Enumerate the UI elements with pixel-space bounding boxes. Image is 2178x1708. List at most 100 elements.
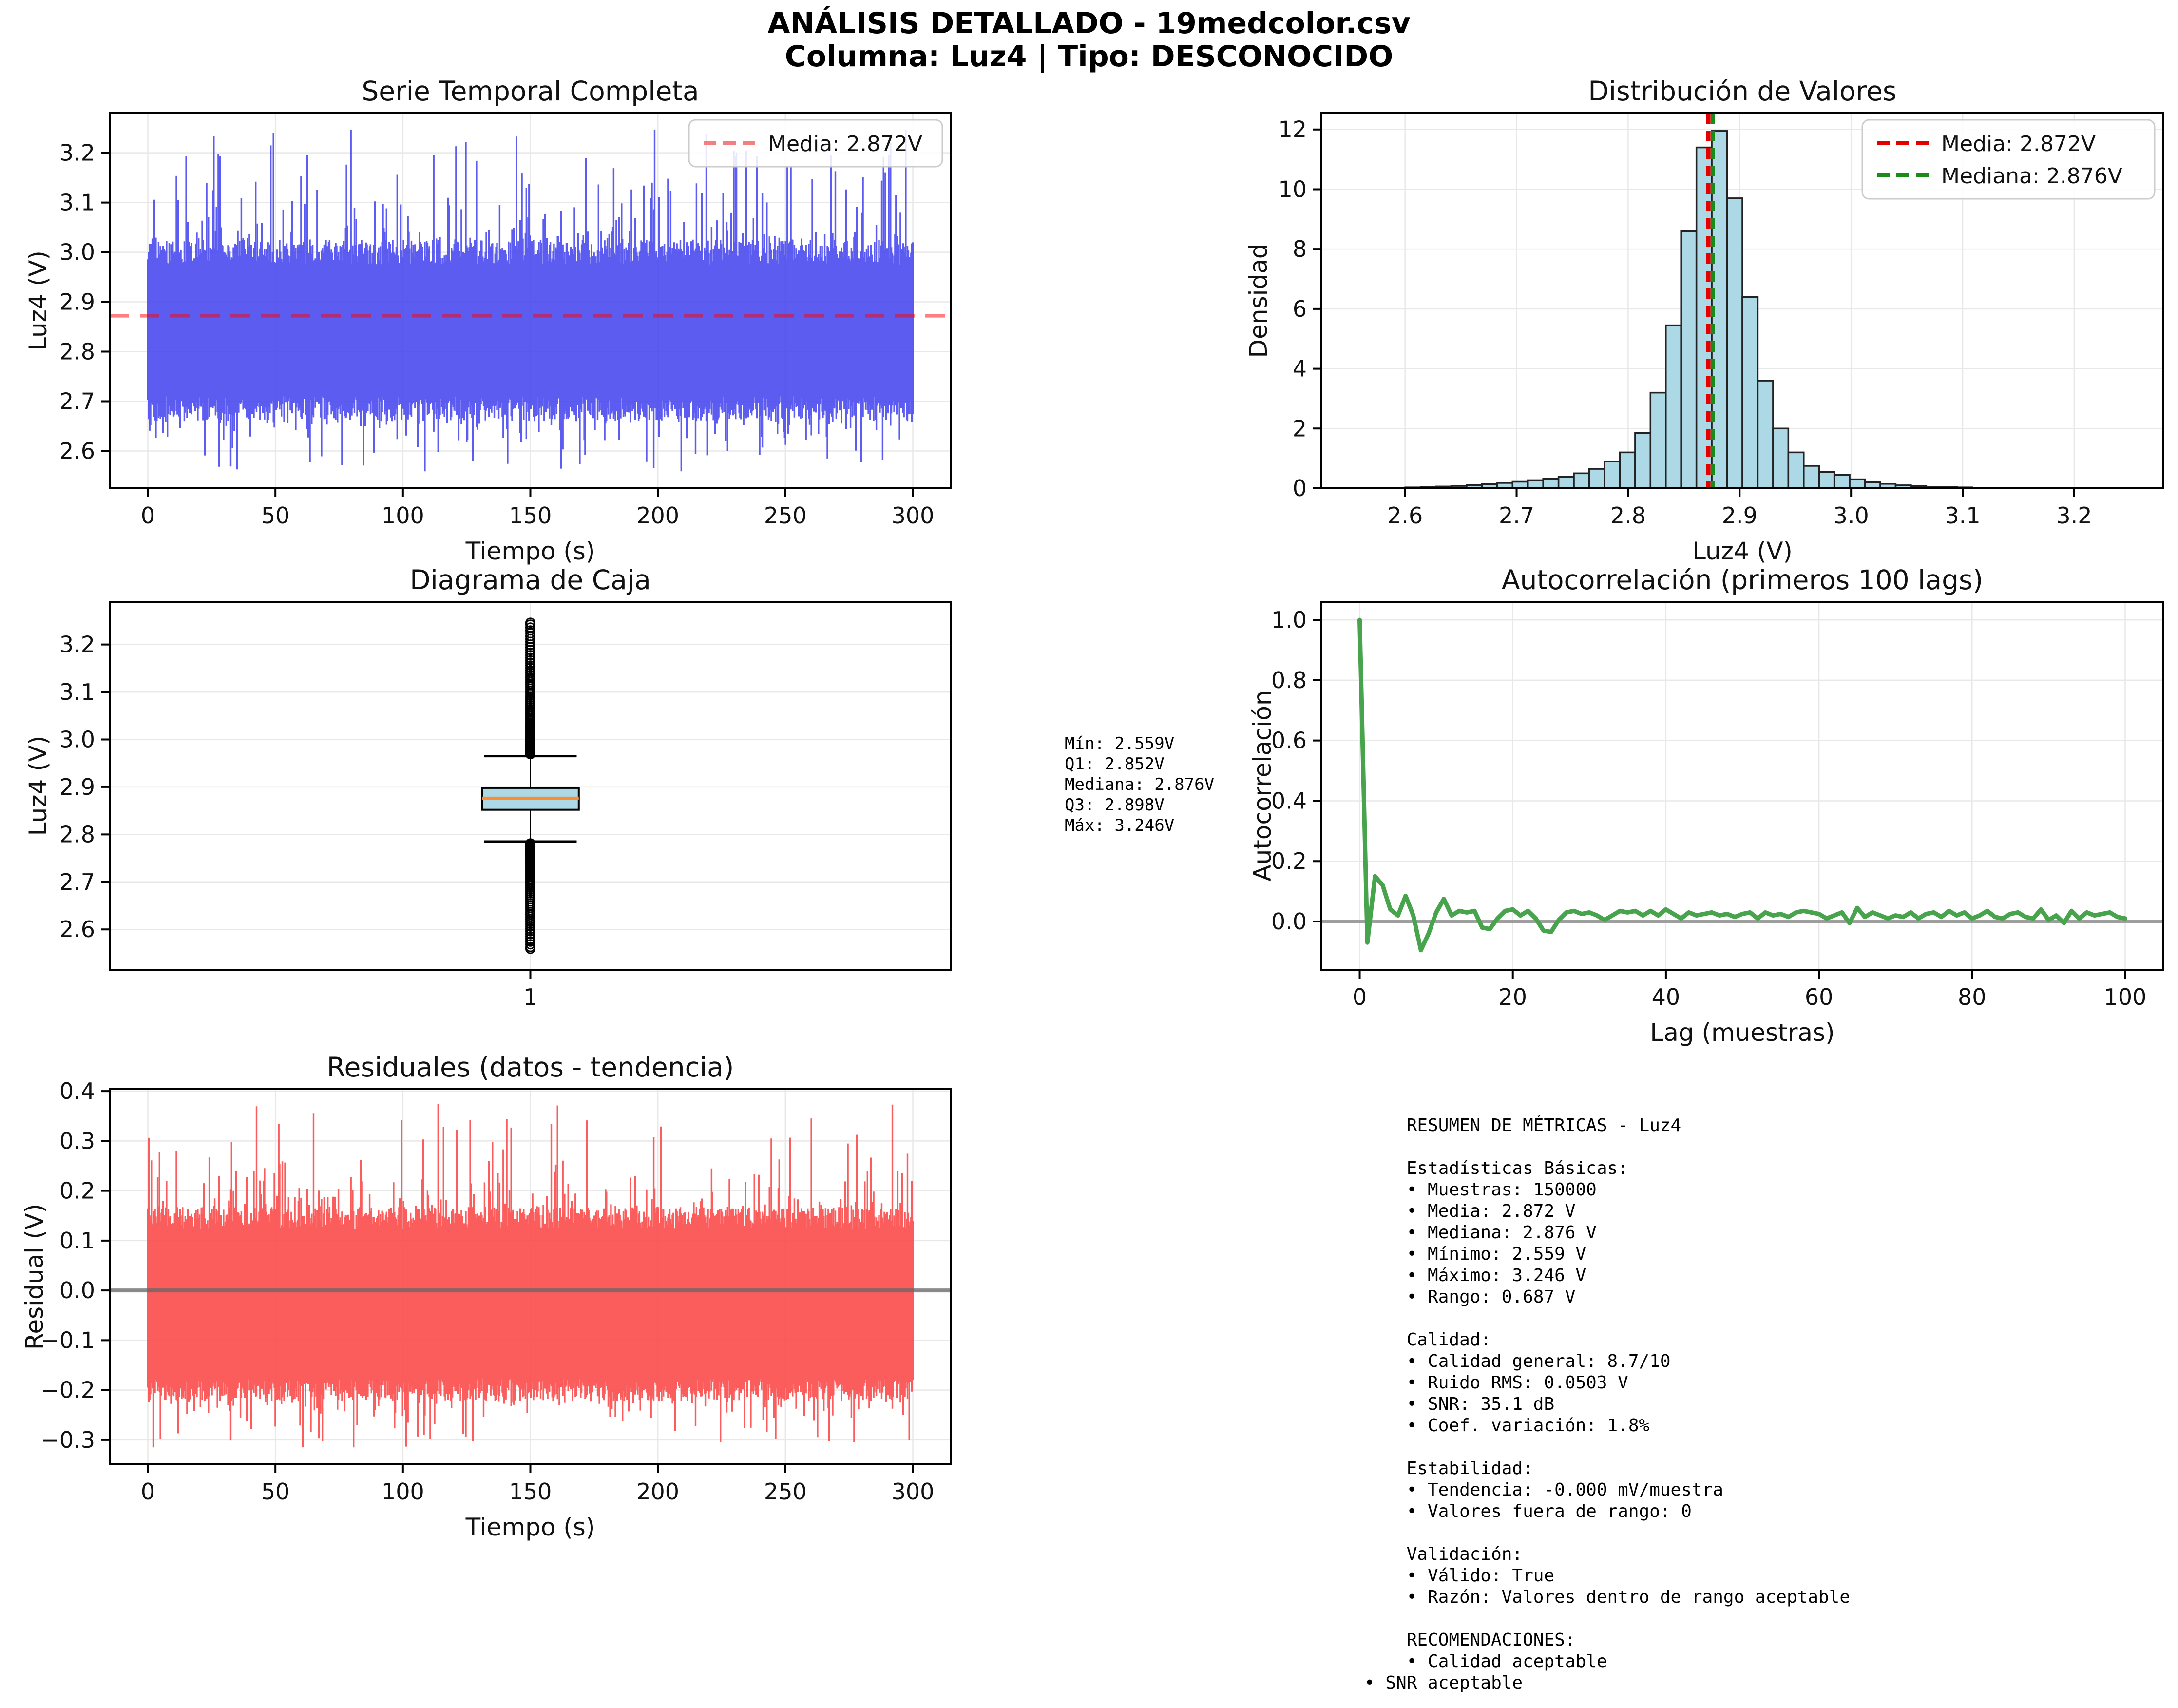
- y-tick-label: −0.3: [40, 1427, 95, 1453]
- figure-title-line2: Columna: Luz4 | Tipo: DESCONOCIDO: [784, 39, 1394, 74]
- y-tick-label: 0.4: [59, 1078, 95, 1104]
- boxplot-chart: 1 2.6 2.7 2.8 2.9 3.0 3.1 3.2 Diagrama de Caja Lu…: [24, 564, 952, 1010]
- axes-frame: [1320, 112, 2164, 489]
- y-tick-label: 2.6: [59, 438, 95, 464]
- x-tick-label: 3.1: [1945, 502, 1980, 529]
- x-tick-label: 300: [892, 1478, 935, 1505]
- y-tick-label: 12: [1278, 116, 1307, 143]
- y-tick-label: 0.0: [1271, 908, 1307, 935]
- x-tick-label: 100: [2104, 984, 2147, 1010]
- y-tick-label: 0.2: [59, 1178, 95, 1204]
- y-tick-label: 2.7: [59, 869, 95, 895]
- x-tick-label: 2.9: [1722, 502, 1758, 529]
- x-tick-label: 0: [141, 502, 155, 529]
- timeseries-chart: 0 50 100 150 200 250 300 2.6 2.7 2.8 2.9 3.0 3.1 3.2 S…: [24, 76, 952, 565]
- chart-title: Distribución de Valores: [1588, 76, 1896, 107]
- chart-title: Residuales (datos - tendencia): [327, 1052, 734, 1083]
- x-axis-label: Tiempo (s): [465, 537, 595, 565]
- y-tick-label: 6: [1293, 296, 1307, 322]
- axes-frame: [1320, 601, 2164, 971]
- y-tick-label: 0.0: [59, 1277, 95, 1304]
- y-tick-label: 0.3: [59, 1128, 95, 1154]
- y-tick-label: 0: [1293, 475, 1307, 501]
- y-axis-label: Densidad: [1244, 243, 1273, 358]
- y-axis-label: Luz4 (V): [24, 250, 52, 351]
- y-axis-label: Luz4 (V): [24, 736, 52, 836]
- x-tick-label: 150: [509, 1478, 552, 1505]
- legend-label: Media: 2.872V: [768, 132, 922, 156]
- chart-title: Autocorrelación (primeros 100 lags): [1502, 564, 1983, 595]
- x-tick-label: 20: [1498, 984, 1527, 1010]
- luz4-signal: [147, 130, 914, 472]
- y-tick-label: 2.7: [59, 388, 95, 415]
- y-tick-label: 0.4: [1271, 787, 1307, 814]
- y-tick-label: 3.0: [59, 239, 95, 266]
- legend: Media: 2.872V: [688, 119, 943, 168]
- y-axis-label: Residual (V): [20, 1204, 49, 1350]
- chart-title: Diagrama de Caja: [410, 564, 651, 595]
- y-tick-label: 3.2: [59, 140, 95, 166]
- x-tick-label: 200: [636, 502, 679, 529]
- y-tick-label: 8: [1293, 236, 1307, 262]
- x-tick-label: 80: [1958, 984, 1987, 1010]
- x-tick-label: 50: [261, 1478, 290, 1505]
- y-tick-label: 2.8: [59, 821, 95, 847]
- x-tick-label: 250: [764, 1478, 807, 1505]
- axis-ticks: 1 2.6 2.7 2.8 2.9 3.0 3.1 3.2: [59, 632, 537, 1010]
- y-tick-label: 2.8: [59, 339, 95, 365]
- x-tick-label: 250: [764, 502, 807, 529]
- figure-title: ANÁLISIS DETALLADO - 19medcolor.csv Colu…: [0, 7, 2178, 73]
- x-tick-label: 100: [382, 502, 424, 529]
- axis-ticks: 0 20 40 60 80 100 0.0 0.2 0.4 0.6 0.8 1.0: [1271, 607, 2147, 1010]
- y-tick-label: 3.1: [59, 679, 95, 705]
- acf-line: [1357, 617, 2127, 953]
- y-tick-label: 3.1: [59, 190, 95, 216]
- x-tick-label: 50: [261, 502, 290, 529]
- x-tick-label: 40: [1652, 984, 1681, 1010]
- figure-title-line1: ANÁLISIS DETALLADO - 19medcolor.csv: [767, 6, 1411, 40]
- x-tick-label: 3.0: [1834, 502, 1869, 529]
- legend-label: Mediana: 2.876V: [1941, 164, 2122, 189]
- y-tick-label: 10: [1278, 176, 1307, 202]
- y-tick-label: 0.8: [1271, 667, 1307, 693]
- residual-signal: [147, 1104, 914, 1448]
- x-tick-label: 200: [636, 1478, 679, 1505]
- y-tick-label: 2.9: [59, 289, 95, 315]
- legend: Media: 2.872V Mediana: 2.876V: [1861, 119, 2156, 200]
- x-axis-label: Tiempo (s): [465, 1513, 595, 1541]
- legend-label: Media: 2.872V: [1941, 132, 2096, 156]
- y-tick-label: −0.2: [40, 1377, 95, 1403]
- y-tick-label: 2.9: [59, 774, 95, 800]
- x-tick-label: 0: [141, 1478, 155, 1505]
- box-and-whiskers: [481, 755, 580, 843]
- outliers: [525, 617, 535, 954]
- y-tick-label: −0.1: [40, 1327, 95, 1353]
- histogram-chart: 2.6 2.7 2.8 2.9 3.0 3.1 3.2 0 2 4 6 8 10 12 Distribuci…: [1244, 76, 2164, 565]
- axis-ticks: 0 50 100 150 200 250 300 −0.3 −0.2 −0.1 0.0 0.1 0.2 0…: [40, 1078, 934, 1505]
- x-tick-label: 60: [1805, 984, 1834, 1010]
- x-tick-label: 150: [509, 502, 552, 529]
- axis-ticks: 2.6 2.7 2.8 2.9 3.0 3.1 3.2 0 2 4 6 8 10 12: [1278, 116, 2092, 529]
- x-axis-label: Luz4 (V): [1692, 537, 1793, 565]
- axis-ticks: 0 50 100 150 200 250 300 2.6 2.7 2.8 2.9 3.0 3.1 3.2: [59, 140, 935, 529]
- x-tick-label: 1: [523, 984, 537, 1010]
- y-tick-label: 2: [1293, 415, 1307, 441]
- y-tick-label: 0.2: [1271, 848, 1307, 874]
- boxplot-stats-annotation: Mín: 2.559V Q1: 2.852V Mediana: 2.876V Q…: [1065, 734, 1215, 835]
- x-tick-label: 0: [1353, 984, 1367, 1010]
- metrics-summary: RESUMEN DE MÉTRICAS - Luz4 Estadísticas …: [1364, 1115, 1850, 1693]
- chart-title: Serie Temporal Completa: [362, 76, 699, 107]
- x-tick-label: 300: [892, 502, 935, 529]
- y-tick-label: 3.0: [59, 727, 95, 753]
- y-tick-label: 4: [1293, 356, 1307, 382]
- y-tick-label: 0.1: [59, 1228, 95, 1254]
- x-tick-label: 2.6: [1387, 502, 1423, 529]
- y-tick-label: 3.2: [59, 632, 95, 658]
- x-tick-label: 100: [382, 1478, 424, 1505]
- y-tick-label: 0.6: [1271, 728, 1307, 754]
- x-axis-label: Lag (muestras): [1650, 1018, 1834, 1047]
- y-tick-label: 1.0: [1271, 607, 1307, 633]
- y-tick-label: 2.6: [59, 916, 95, 942]
- autocorrelation-chart: 0 20 40 60 80 100 0.0 0.2 0.4 0.6 0.8 1.0 Autocorrel…: [1248, 564, 2164, 1047]
